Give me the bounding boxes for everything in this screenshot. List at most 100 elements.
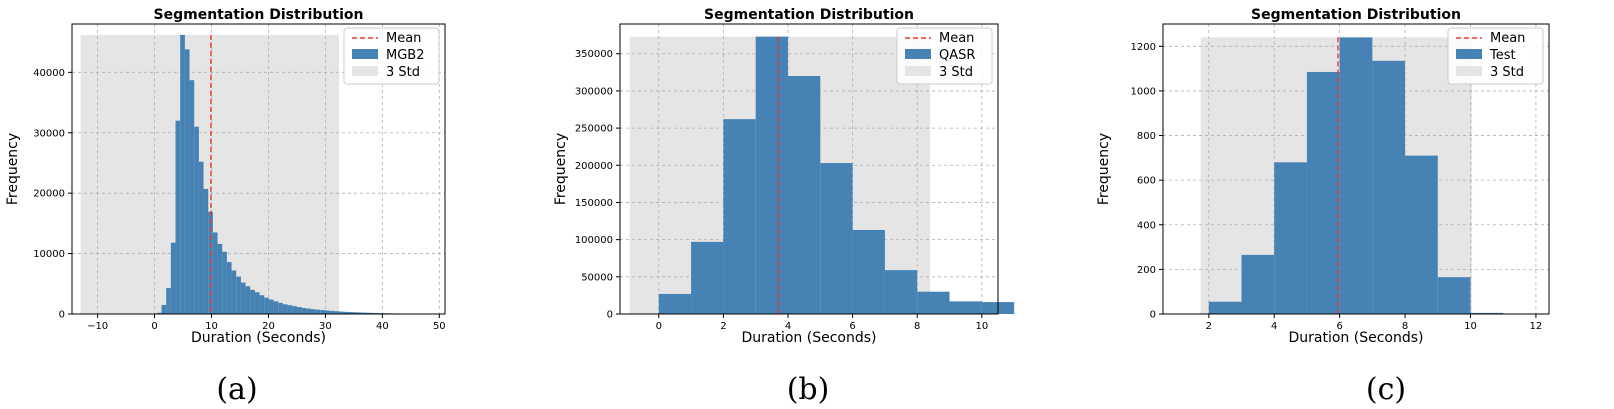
histogram-bar	[278, 302, 283, 314]
histogram-bar	[170, 242, 176, 314]
histogram-bar	[250, 289, 255, 314]
x-tick-label: 10	[975, 321, 988, 332]
y-tick-label: 50000	[581, 272, 613, 283]
histogram-bar	[691, 241, 724, 314]
x-tick-label: 6	[1336, 321, 1342, 332]
histogram-bar	[1208, 301, 1242, 314]
chart-title: Segmentation Distribution	[1251, 7, 1461, 23]
histogram-bar	[226, 262, 232, 314]
histogram-bar	[1306, 71, 1340, 314]
histogram-bar	[240, 282, 246, 314]
chart-title: Segmentation Distribution	[704, 7, 914, 23]
y-tick-label: 1200	[1131, 42, 1156, 53]
chart-1: −10 0 10 20 30 40 50 0 10000 20000 30000 40000 Segme…	[5, 7, 446, 346]
y-tick-label: 400	[1137, 220, 1156, 231]
y-tick-label: 150000	[575, 198, 613, 209]
caption-a: (a)	[216, 372, 258, 407]
chart-3: 2 4 6 8 10 12 0 200 400 600 800 1000 1200 Segmentatio…	[1096, 7, 1550, 346]
legend-label: MGB2	[386, 48, 424, 63]
caption-b: (b)	[786, 372, 830, 407]
histogram-bar	[231, 270, 237, 314]
histogram-bar	[723, 119, 756, 314]
histogram-bar	[236, 276, 241, 314]
x-tick-label: 8	[1402, 321, 1408, 332]
chart-2: 0 2 4 6 8 10 0 50000 100000 150000 200000 250000 300…	[553, 7, 1015, 346]
legend-label: 3 Std	[386, 65, 420, 80]
histogram-bar	[1339, 37, 1373, 315]
histogram-bar	[1372, 60, 1406, 314]
histogram-bar	[282, 304, 288, 314]
histogram-bar	[306, 308, 311, 314]
y-tick-label: 0	[607, 310, 613, 321]
histogram-bar	[334, 311, 339, 314]
histogram-bar	[338, 311, 344, 314]
x-tick-label: 4	[1271, 321, 1277, 332]
histogram-bar	[658, 293, 692, 314]
x-tick-label: 8	[914, 321, 920, 332]
histogram-bar	[1437, 277, 1471, 314]
histogram-bar	[245, 286, 251, 314]
histogram-bar	[189, 80, 195, 314]
histogram-bar	[820, 163, 853, 314]
histogram-bar	[1470, 312, 1504, 314]
histogram-bar	[268, 299, 274, 314]
x-tick-label: 12	[1530, 321, 1543, 332]
histogram-bar	[352, 312, 358, 314]
legend-std-swatch	[1456, 66, 1482, 76]
x-tick-label: 10	[205, 321, 218, 332]
histogram-bar	[166, 288, 171, 314]
y-tick-label: 300000	[575, 86, 613, 97]
y-tick-label: 0	[59, 310, 65, 321]
legend-label: 3 Std	[1490, 65, 1524, 80]
y-tick-label: 200000	[575, 161, 613, 172]
legend-label: 3 Std	[939, 65, 973, 80]
x-tick-label: 0	[151, 321, 157, 332]
legend-std-swatch	[905, 66, 931, 76]
histogram-bar	[343, 311, 349, 314]
histogram-bar	[180, 34, 185, 314]
histogram-bar	[259, 295, 265, 314]
histogram-bar	[198, 161, 204, 314]
histogram-bar	[329, 310, 335, 314]
histogram-bar	[1274, 162, 1307, 314]
y-tick-label: 30000	[33, 128, 65, 139]
histogram-bar	[852, 229, 885, 314]
y-tick-label: 40000	[33, 68, 65, 79]
x-tick-label: 0	[656, 321, 662, 332]
histogram-bar	[273, 301, 279, 314]
x-tick-label: 40	[376, 321, 389, 332]
legend-label: Mean	[386, 31, 421, 46]
y-axis-label: Frequency	[1096, 133, 1112, 205]
histogram-bar	[371, 312, 377, 314]
legend-label: Test	[1489, 48, 1516, 63]
caption-c: (c)	[1365, 372, 1407, 407]
plot-frame	[619, 23, 999, 315]
y-tick-label: 350000	[575, 49, 613, 60]
histogram-bar	[315, 309, 321, 314]
histogram-bar	[324, 310, 330, 314]
x-tick-label: 2	[720, 321, 726, 332]
y-tick-label: 20000	[33, 189, 65, 200]
legend-label: Mean	[1490, 31, 1525, 46]
legend-series-swatch	[905, 49, 931, 59]
histogram-bar	[287, 305, 293, 314]
plot-frame	[1162, 23, 1550, 315]
histogram-bar	[366, 312, 372, 314]
x-axis-label: Duration (Seconds)	[1289, 330, 1424, 346]
histogram-bar	[310, 309, 316, 314]
histogram-bar	[175, 120, 181, 315]
histogram-bar	[203, 188, 209, 314]
histogram-bar	[884, 270, 918, 314]
histogram-bar	[788, 76, 821, 314]
y-tick-label: 600	[1137, 176, 1156, 187]
x-tick-label: 10	[1464, 321, 1477, 332]
histogram-bar	[1405, 155, 1438, 314]
histogram-bar	[212, 232, 218, 314]
histogram-bar	[184, 49, 190, 314]
y-axis-label: Frequency	[5, 133, 21, 205]
histogram-bar	[755, 36, 788, 315]
x-tick-label: 20	[262, 321, 275, 332]
histogram-bar	[362, 312, 367, 314]
legend-label: QASR	[939, 48, 975, 63]
histogram-bar	[292, 306, 297, 314]
